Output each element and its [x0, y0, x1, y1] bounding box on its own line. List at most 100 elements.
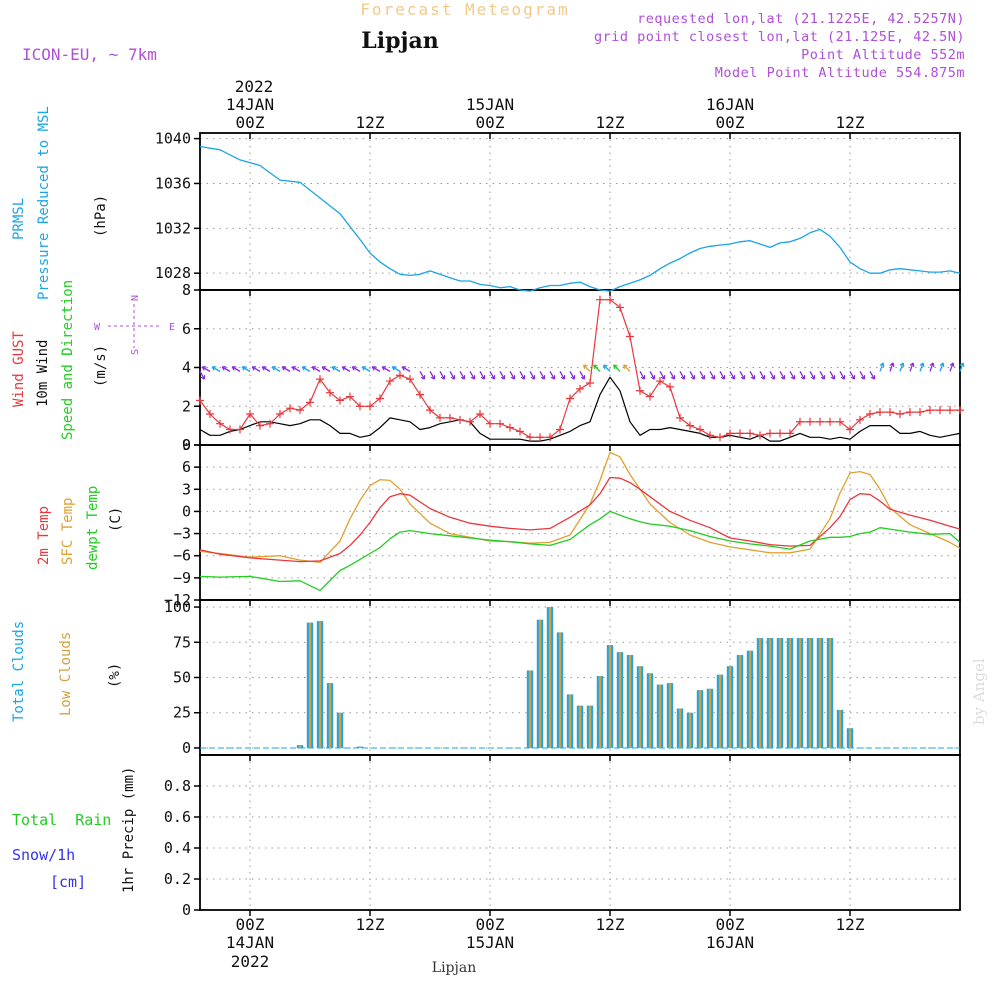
- model-label: ICON-EU, ~ 7km: [22, 45, 157, 64]
- wind-direction-arrow: [929, 362, 934, 372]
- wind-direction-arrow: [251, 366, 261, 372]
- gust-marker: [616, 303, 624, 312]
- wind-arrowhead: [710, 375, 716, 380]
- ytick-label: 4: [182, 359, 191, 377]
- low-cloud-bar: [808, 638, 812, 748]
- panel-2: 0 2 4 6 8: [182, 281, 961, 454]
- wind-arrowhead: [660, 375, 666, 380]
- wind-arrowhead: [341, 366, 347, 371]
- panel-3: −12 −9 −6 −3 0 3 6 9: [164, 436, 961, 609]
- temp2m-line: [199, 476, 961, 563]
- panel1-labels: PRMSL Pressure Reduced to MSL (hPa): [11, 106, 109, 300]
- ytick-label: −6: [173, 547, 191, 565]
- top-time-label: 00Z: [236, 113, 265, 132]
- wind-direction-arrow: [241, 366, 251, 372]
- p3-unit: (C): [108, 507, 124, 532]
- ytick-label: 1032: [155, 219, 191, 237]
- wind-arrowhead: [800, 375, 806, 380]
- gust-marker: [496, 419, 504, 428]
- wind-direction-arrow: [749, 371, 756, 380]
- low-cloud-bar: [708, 688, 712, 748]
- low-cloud-bar: [628, 654, 632, 748]
- bottom-time-label: 12Z: [836, 915, 865, 934]
- gust-marker: [656, 377, 664, 386]
- wind-direction-arrow: [231, 366, 241, 372]
- wind-direction-arrow: [381, 366, 391, 372]
- wind-direction-arrow: [401, 366, 411, 372]
- wind-direction-arrow: [699, 371, 706, 380]
- wind-direction-arrow: [583, 364, 591, 372]
- wind-direction-arrow: [211, 366, 221, 372]
- gust-marker: [236, 425, 244, 434]
- p2-label-speed: Speed and Direction: [60, 280, 76, 440]
- wind-direction-arrow: [849, 371, 856, 380]
- gust-marker: [456, 415, 464, 424]
- gust-marker: [756, 431, 764, 440]
- gust-marker: [366, 402, 374, 411]
- wind-direction-arrow: [361, 366, 371, 372]
- wind-direction-arrow: [331, 366, 341, 372]
- wind-arrowhead: [470, 375, 476, 380]
- gust-marker: [346, 392, 354, 401]
- gust-marker: [436, 413, 444, 422]
- wind-direction-arrow: [419, 371, 426, 380]
- wind-arrowhead: [700, 375, 706, 380]
- low-cloud-bar: [548, 607, 552, 748]
- top-date-label: 14JAN: [226, 95, 274, 114]
- gust-marker: [276, 410, 284, 418]
- gust-marker: [706, 431, 714, 440]
- wind-arrowhead: [351, 366, 357, 371]
- gust-marker: [286, 404, 294, 413]
- wind-arrowhead: [361, 366, 367, 371]
- gust-marker: [216, 419, 224, 428]
- gust-marker: [596, 295, 604, 304]
- wind-direction-arrow: [839, 371, 846, 380]
- ytick-label: 0: [182, 901, 191, 919]
- wind-arrowhead: [530, 375, 536, 380]
- gust-marker: [576, 384, 584, 393]
- wind-direction-arrow: [499, 371, 506, 380]
- gust-marker: [746, 429, 754, 438]
- gust-marker: [506, 423, 514, 432]
- gust-marker: [606, 295, 614, 304]
- wind-arrowhead: [850, 375, 856, 380]
- gust-marker: [266, 419, 274, 428]
- gust-marker: [256, 421, 264, 430]
- panel5-labels: Total Rain Snow/1h [cm] 1hr Precip (mm): [12, 767, 137, 893]
- low-cloud-bar: [648, 673, 652, 748]
- wind-direction-arrow: [679, 371, 686, 380]
- wind-arrowhead: [550, 375, 556, 380]
- gust-marker: [666, 382, 674, 391]
- wind-direction-arrow: [769, 371, 776, 380]
- wind-arrowhead: [520, 375, 526, 380]
- p2-label-gust: Wind GUST: [11, 331, 27, 407]
- wind-arrowhead: [401, 366, 407, 371]
- p3-label-2m: 2m Temp: [36, 506, 52, 565]
- wind-arrowhead: [680, 375, 686, 380]
- compass-icon: N S W E: [94, 295, 175, 355]
- low-cloud-bar: [298, 745, 302, 748]
- wind-direction-arrow: [371, 366, 381, 372]
- ytick-label: 8: [182, 281, 191, 299]
- wind-direction-arrow: [341, 366, 351, 372]
- gust-marker: [816, 417, 824, 426]
- wind-arrowhead: [640, 375, 646, 380]
- wind-arrowhead: [780, 375, 786, 380]
- ytick-label: 75: [173, 633, 191, 651]
- wind-arrowhead: [211, 366, 217, 371]
- p4-label-low: Low Clouds: [58, 632, 74, 716]
- gust-marker: [846, 425, 854, 434]
- wind-arrowhead: [909, 362, 915, 367]
- wind-direction-arrow: [529, 371, 536, 380]
- top-time-label: 12Z: [356, 113, 385, 132]
- gust-marker: [766, 429, 774, 438]
- ytick-label: −12: [164, 591, 191, 609]
- low-cloud-bar: [738, 654, 742, 748]
- gust-marker: [226, 425, 234, 434]
- gust-marker: [856, 415, 864, 424]
- low-cloud-bar: [358, 746, 362, 748]
- p5-label-snow-unit: [cm]: [50, 873, 86, 891]
- panel3-labels: 2m Temp SFC Temp dewpt Temp (C): [36, 486, 124, 570]
- wind-direction-arrow: [779, 371, 786, 380]
- wind-direction-arrow: [579, 371, 586, 380]
